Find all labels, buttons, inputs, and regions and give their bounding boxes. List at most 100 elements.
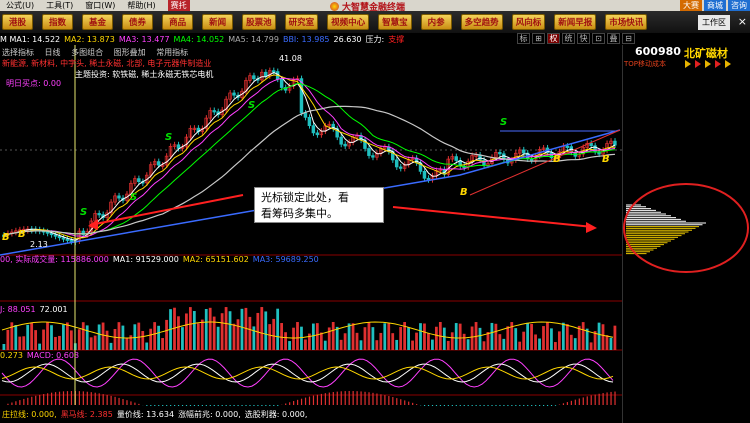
volume-bar	[411, 340, 414, 350]
menu-help[interactable]: 帮助(H)	[127, 1, 156, 10]
chip-subtitle: TOP移动成本	[624, 60, 667, 68]
volume-bar	[157, 325, 161, 350]
volume-bar	[585, 328, 589, 350]
nav-hk[interactable]: 港股	[2, 14, 34, 30]
signal-marker: B	[2, 232, 10, 243]
menu-right-links: 大赛 商城 咨询	[680, 0, 750, 11]
nav-insider[interactable]: 内参	[420, 14, 452, 30]
candle-body	[57, 235, 62, 239]
tb-mark[interactable]: 标	[517, 33, 530, 44]
subbar-overlay[interactable]: 图形叠加	[113, 48, 146, 57]
volume-bar	[375, 340, 379, 350]
candle-body	[609, 140, 613, 144]
volume-bar	[10, 322, 14, 350]
kdj-lines	[1, 358, 614, 388]
link-contest[interactable]: 大赛	[680, 0, 702, 11]
volume-bar	[268, 324, 272, 350]
more-icon[interactable]	[725, 60, 731, 68]
volume-bar	[355, 332, 359, 350]
subbar-daily[interactable]: 日线	[44, 48, 61, 57]
nav-flash[interactable]: 市场快讯	[605, 14, 648, 30]
volume-bar	[50, 325, 53, 350]
concept-line-1: 新能源, 新材料, 中字头, 稀土永磁, 北部, 电子元器件制造业	[2, 59, 212, 68]
tb-rights[interactable]: 权	[547, 33, 560, 44]
volume-bar	[208, 307, 212, 350]
volume-bar	[343, 333, 347, 350]
volume-bar	[407, 327, 410, 350]
nav-morning-news[interactable]: 新闻早报	[554, 14, 597, 30]
signal-marker: B	[602, 154, 610, 165]
menu-tools[interactable]: 工具(T)	[46, 1, 74, 10]
volume-bar	[335, 326, 339, 350]
volume-bar	[510, 322, 514, 350]
sponsor-tag[interactable]: 赛托	[167, 0, 190, 11]
menu-formula[interactable]: 公式(U)	[6, 1, 35, 10]
next-icon[interactable]	[705, 60, 711, 68]
tb-overlay[interactable]: 叠	[607, 33, 620, 44]
play-icon[interactable]	[685, 60, 691, 68]
subbar-common[interactable]: 常用指标	[156, 48, 189, 57]
bbi-value: BBI: 13.985	[282, 34, 330, 44]
volume-bar	[192, 311, 196, 350]
candle-body	[81, 230, 85, 235]
candle-body	[279, 78, 284, 88]
tb-stats[interactable]: 统	[562, 33, 575, 44]
support-label: 支撑	[388, 34, 405, 44]
arrow-left-head	[88, 219, 98, 230]
menu-window[interactable]: 窗口(W)	[85, 1, 116, 10]
volume-bar	[38, 343, 41, 350]
app-brand: 大智慧金融终端	[330, 0, 405, 13]
volume-bar	[351, 323, 355, 350]
candle-body	[184, 136, 189, 148]
link-consult[interactable]: 咨询	[728, 0, 750, 11]
tb-box[interactable]: ⊡	[592, 33, 605, 44]
nav-stock-pool[interactable]: 股票池	[242, 14, 276, 30]
tb-fast[interactable]: 快	[577, 33, 590, 44]
volume-header: 00, 实际成交量: 115886.000 MA1: 91529.000 MA2…	[0, 254, 622, 265]
nav-trend[interactable]: 多空趋势	[460, 14, 503, 30]
nav-research[interactable]: 研究室	[284, 14, 319, 30]
nav-video[interactable]: 视频中心	[327, 14, 370, 30]
volume-bar	[141, 330, 145, 350]
subbar-multi[interactable]: 多图组合	[71, 48, 104, 57]
price-low-label: 2.13	[30, 240, 48, 249]
candle-body	[271, 70, 276, 73]
close-icon[interactable]: ×	[737, 15, 747, 28]
candle-body	[208, 110, 212, 119]
nav-news[interactable]: 新闻	[202, 14, 234, 30]
chip-toolbar	[685, 60, 731, 68]
volume-bar	[550, 328, 553, 350]
volume-bar	[415, 332, 418, 350]
link-mall[interactable]: 商城	[704, 0, 726, 11]
subbar-select[interactable]: 选择指标	[2, 48, 34, 57]
volume-bar	[188, 307, 192, 350]
tb-grid[interactable]: ⊞	[532, 33, 545, 44]
volume-bar	[173, 307, 176, 350]
nav-smart[interactable]: 智慧宝	[378, 14, 412, 30]
workspace-button[interactable]: 工作区	[698, 15, 730, 30]
volume-bar	[228, 311, 232, 350]
ma5-value: MA5: 14.799	[228, 34, 279, 44]
nav-bond[interactable]: 债券	[122, 14, 154, 30]
nav-fund[interactable]: 基金	[82, 14, 114, 30]
volume-bar	[153, 322, 157, 350]
signal-marker: S	[80, 207, 87, 218]
macd-dif: 0.273	[0, 351, 23, 360]
trend-line	[469, 129, 621, 196]
tb-layout[interactable]: ⊟	[622, 33, 635, 44]
volume-bar	[478, 327, 482, 350]
subbar: 选择指标 日线 多图组合 图形叠加 常用指标	[2, 47, 188, 58]
kdj-header: J: 88.051 72.001	[0, 305, 622, 314]
nav-index[interactable]: 指数	[42, 14, 74, 30]
stock-name: 北矿磁材	[683, 47, 728, 60]
volume-bar	[387, 323, 391, 350]
volume-bar	[399, 326, 403, 350]
flag-icon[interactable]	[695, 60, 701, 68]
nav-indicator[interactable]: 风向标	[511, 14, 546, 30]
candle-body	[315, 132, 320, 136]
mark-icon[interactable]	[715, 60, 721, 68]
volume-bar	[284, 332, 287, 350]
nav-commodity[interactable]: 商品	[162, 14, 194, 30]
